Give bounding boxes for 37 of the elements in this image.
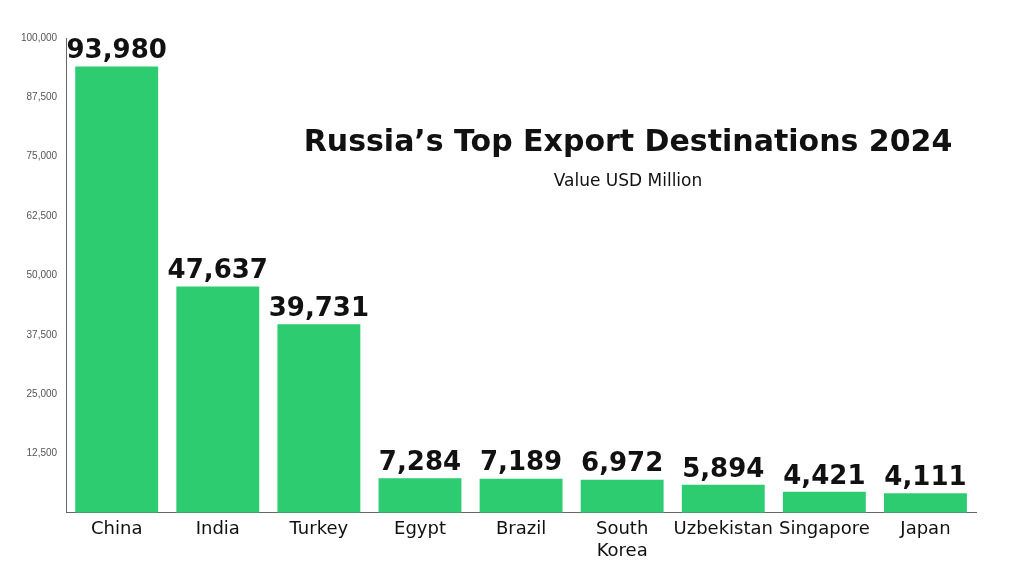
bar <box>681 484 765 513</box>
text: Russia’s Top Export Destinations 2024 <box>302 123 954 158</box>
x-tick-label: Brazil <box>495 517 547 539</box>
y-tick-label: 62,500 <box>26 209 58 221</box>
y-tick-label: 25,000 <box>26 387 58 399</box>
data-label: 4,421 <box>783 459 866 490</box>
data-label: 47,637 <box>167 254 268 285</box>
x-tick-label: South Korea <box>596 517 649 560</box>
x-tick-label: Singapore <box>778 517 870 539</box>
data-label: 39,731 <box>268 291 370 322</box>
data-label: 4,111 <box>884 461 967 492</box>
bar <box>75 66 159 513</box>
data-label: 5,894 <box>682 452 765 483</box>
bar <box>580 479 664 513</box>
data-label: 7,189 <box>479 446 563 477</box>
x-tick-label: China <box>90 517 143 539</box>
bar <box>176 286 260 513</box>
data-label: 7,284 <box>378 445 462 476</box>
bar <box>378 478 462 513</box>
y-tick-label: 87,500 <box>26 91 58 103</box>
y-tick-label: 50,000 <box>26 269 58 281</box>
x-tick-label: Japan <box>899 517 951 539</box>
y-tick-label: 100,000 <box>20 31 58 43</box>
bar <box>277 324 361 513</box>
data-label: 93,980 <box>66 34 167 65</box>
bar <box>884 493 967 513</box>
bar <box>782 491 866 513</box>
data-label: 6,972 <box>581 447 664 478</box>
x-tick-label: India <box>195 517 240 539</box>
x-tick-label: Uzbekistan <box>673 517 773 539</box>
text: Value USD Million <box>552 170 704 190</box>
y-tick-label: 37,500 <box>26 328 58 340</box>
bar <box>479 478 563 513</box>
y-tick-label: 75,000 <box>26 150 58 162</box>
y-tick-label: 12,500 <box>26 447 58 459</box>
x-tick-label: Turkey <box>288 517 349 539</box>
x-tick-label: Egypt <box>394 517 446 539</box>
